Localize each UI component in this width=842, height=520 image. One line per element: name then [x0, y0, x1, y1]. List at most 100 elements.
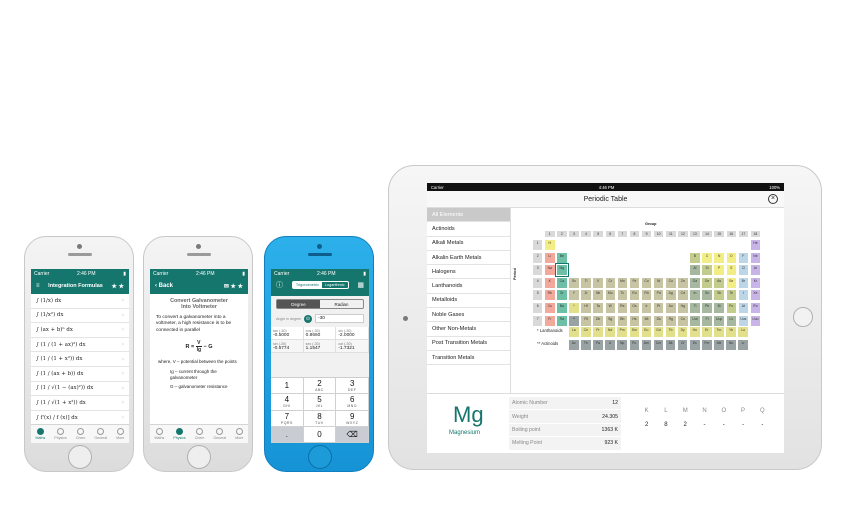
- element-cell[interactable]: Mn: [616, 276, 629, 289]
- sidebar-item-alkalin-earth-metals[interactable]: Alkalin Earth Metals: [427, 251, 510, 266]
- element-cell[interactable]: Kr: [749, 276, 762, 289]
- element-cell[interactable]: Uus: [737, 314, 750, 327]
- key-0[interactable]: 0: [303, 426, 337, 443]
- element-cell[interactable]: F: [737, 251, 750, 264]
- home-button[interactable]: [793, 307, 813, 327]
- list-item[interactable]: ∫ (1 / (ax + b)) dx ›: [31, 367, 129, 382]
- element-cell[interactable]: Fm: [701, 338, 713, 351]
- element-cell[interactable]: Ta: [592, 302, 604, 314]
- element-cell[interactable]: Sn: [701, 289, 713, 302]
- element-cell[interactable]: Fe: [628, 276, 641, 289]
- home-button[interactable]: [187, 445, 211, 469]
- element-cell[interactable]: Eu: [640, 326, 653, 338]
- element-cell[interactable]: Ar: [749, 264, 762, 277]
- mail-icon[interactable]: ✉: [223, 283, 229, 290]
- close-icon[interactable]: ×: [768, 194, 778, 204]
- element-cell[interactable]: Cs: [544, 302, 556, 314]
- element-cell[interactable]: Ga: [689, 276, 701, 289]
- home-button[interactable]: [68, 445, 92, 469]
- element-cell[interactable]: Dy: [676, 326, 689, 338]
- element-cell[interactable]: Cm: [652, 338, 665, 351]
- tab-more[interactable]: More: [235, 428, 243, 440]
- element-cell[interactable]: O: [725, 251, 737, 264]
- element-cell[interactable]: B: [689, 251, 701, 264]
- sidebar-item-actinoids[interactable]: Actinoids: [427, 222, 510, 237]
- share-icon[interactable]: ★: [111, 283, 117, 290]
- tab-maths[interactable]: Maths: [36, 428, 45, 440]
- element-cell[interactable]: Mo: [604, 289, 616, 302]
- element-cell[interactable]: Na: [544, 264, 556, 277]
- element-cell[interactable]: Am: [640, 338, 653, 351]
- element-cell[interactable]: P: [713, 264, 725, 277]
- element-cell[interactable]: Sb: [713, 289, 725, 302]
- element-cell[interactable]: Lr: [737, 338, 749, 351]
- element-cell[interactable]: Rb: [544, 289, 556, 302]
- tab-chem[interactable]: Chem: [195, 428, 204, 440]
- list-item[interactable]: ∫ (1 / (1 + x²)) dx ›: [31, 352, 129, 367]
- element-cell[interactable]: Cu: [665, 276, 677, 289]
- element-cell[interactable]: K: [544, 276, 556, 289]
- element-cell[interactable]: Si: [701, 264, 713, 277]
- element-cell[interactable]: As: [713, 276, 725, 289]
- calculator-icon[interactable]: ▦: [357, 282, 364, 289]
- sidebar-item-halogens[interactable]: Halogens: [427, 265, 510, 280]
- mode-radian[interactable]: Radian: [334, 301, 349, 307]
- element-cell[interactable]: Pb: [701, 302, 713, 314]
- home-button[interactable]: [308, 445, 332, 469]
- element-cell[interactable]: *: [568, 302, 580, 314]
- element-cell[interactable]: Cf: [676, 338, 689, 351]
- element-cell[interactable]: Cd: [677, 289, 689, 302]
- tab-physics[interactable]: Physics: [54, 428, 67, 440]
- element-cell[interactable]: S: [725, 264, 737, 277]
- element-cell[interactable]: Be: [556, 251, 568, 264]
- sidebar-item-post-transition-metals[interactable]: Post Transition Metals: [427, 337, 510, 351]
- element-cell[interactable]: N: [713, 251, 725, 264]
- segment-logarithmic[interactable]: Logarithmic: [324, 283, 345, 287]
- sidebar-item-lanthanoids[interactable]: Lanthanoids: [427, 279, 510, 294]
- element-cell[interactable]: Pm: [616, 326, 628, 338]
- key-5[interactable]: 5 JKL: [303, 394, 337, 411]
- element-cell[interactable]: W: [604, 302, 616, 314]
- element-cell[interactable]: Np: [616, 338, 628, 351]
- mode-degree[interactable]: Degree: [277, 300, 320, 308]
- element-cell[interactable]: Db: [592, 314, 604, 327]
- element-cell[interactable]: Fl: [701, 314, 713, 327]
- key-7[interactable]: 7 PQRS: [271, 410, 304, 427]
- list-item[interactable]: ∫ (1 / (1 + ax)²) dx ›: [31, 338, 129, 353]
- key-8[interactable]: 8 TUV: [303, 410, 337, 427]
- element-cell[interactable]: Mt: [640, 314, 653, 327]
- element-cell[interactable]: Pd: [652, 289, 665, 302]
- list-item[interactable]: ∫ (ax + b)ⁿ dx ›: [31, 323, 129, 338]
- element-cell[interactable]: V: [592, 276, 604, 289]
- element-cell[interactable]: Co: [640, 276, 653, 289]
- element-cell[interactable]: At: [737, 302, 750, 314]
- element-cell[interactable]: He: [749, 239, 762, 251]
- info-icon[interactable]: ⓘ: [276, 282, 283, 289]
- element-cell[interactable]: Se: [725, 276, 737, 289]
- element-cell[interactable]: Cl: [737, 264, 750, 277]
- element-cell[interactable]: Br: [737, 276, 750, 289]
- key-backspace[interactable]: ⌫: [336, 426, 369, 443]
- element-cell[interactable]: Li: [544, 251, 556, 264]
- key-9[interactable]: 9 WXYZ: [336, 410, 369, 427]
- tab-general[interactable]: General: [213, 428, 226, 440]
- element-cell[interactable]: Gd: [652, 326, 665, 338]
- element-cell[interactable]: Sm: [628, 326, 640, 338]
- element-cell[interactable]: Tm: [713, 326, 725, 338]
- element-cell[interactable]: Mg: [555, 263, 569, 278]
- element-cell[interactable]: Pa: [592, 338, 604, 351]
- element-cell[interactable]: No: [725, 338, 737, 351]
- tab-more[interactable]: More: [116, 428, 124, 440]
- list-item[interactable]: ∫ (1/x) dx ›: [31, 294, 129, 309]
- element-cell[interactable]: Ag: [665, 289, 677, 302]
- element-cell[interactable]: In: [689, 289, 701, 302]
- element-cell[interactable]: Tl: [689, 302, 701, 314]
- star-icon[interactable]: ★: [237, 283, 243, 290]
- element-cell[interactable]: Al: [689, 264, 701, 277]
- angle-input[interactable]: -30: [315, 314, 364, 323]
- element-cell[interactable]: Tc: [616, 289, 629, 302]
- element-cell[interactable]: Ac: [568, 338, 580, 351]
- element-cell[interactable]: Hg: [677, 302, 689, 314]
- element-cell[interactable]: Po: [725, 302, 737, 314]
- element-cell[interactable]: Pu: [628, 338, 640, 351]
